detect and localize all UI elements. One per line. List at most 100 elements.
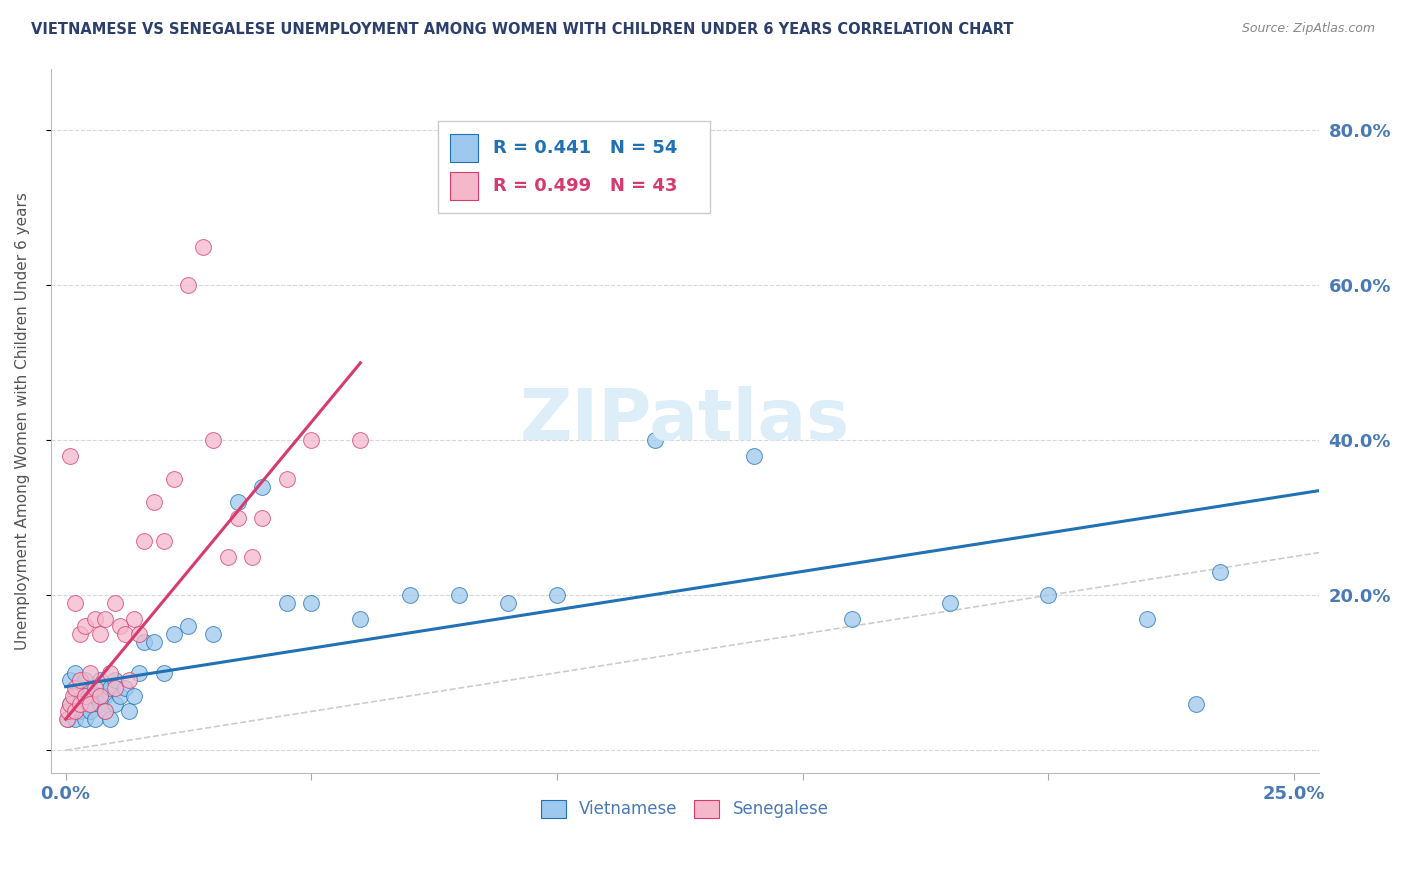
Point — [89, 673, 111, 688]
Point — [62, 705, 84, 719]
Point — [104, 681, 127, 696]
Point — [79, 697, 101, 711]
Point — [79, 665, 101, 680]
Point — [69, 681, 91, 696]
Point — [240, 549, 263, 564]
Point — [89, 689, 111, 703]
Point — [496, 596, 519, 610]
Point — [75, 689, 97, 703]
Point — [65, 681, 87, 696]
Point — [546, 588, 568, 602]
Point — [644, 434, 666, 448]
FancyBboxPatch shape — [437, 121, 710, 213]
Point — [276, 472, 298, 486]
Point — [250, 510, 273, 524]
Point — [94, 705, 117, 719]
Point — [226, 495, 249, 509]
Point — [163, 472, 186, 486]
Point — [742, 449, 765, 463]
Point — [69, 705, 91, 719]
Point — [59, 697, 82, 711]
Point — [163, 627, 186, 641]
Point — [56, 712, 79, 726]
Point — [217, 549, 239, 564]
Point — [841, 611, 863, 625]
Point — [69, 627, 91, 641]
Point — [75, 673, 97, 688]
Point — [1184, 697, 1206, 711]
Point — [94, 689, 117, 703]
Point — [114, 681, 136, 696]
Point — [250, 480, 273, 494]
Point — [104, 697, 127, 711]
Point — [108, 619, 131, 633]
Point — [134, 634, 156, 648]
Point — [104, 596, 127, 610]
Point — [276, 596, 298, 610]
Point — [398, 588, 420, 602]
Point — [118, 673, 141, 688]
Point — [59, 449, 82, 463]
Point — [124, 611, 146, 625]
Point — [1136, 611, 1159, 625]
Point — [75, 689, 97, 703]
Point — [177, 619, 200, 633]
Point — [84, 689, 107, 703]
Point — [98, 712, 121, 726]
Point — [65, 665, 87, 680]
Point — [447, 588, 470, 602]
Point — [94, 611, 117, 625]
Point — [128, 627, 150, 641]
Point — [349, 611, 371, 625]
Point — [201, 627, 224, 641]
Text: R = 0.499   N = 43: R = 0.499 N = 43 — [494, 178, 678, 195]
Point — [75, 712, 97, 726]
Point — [59, 697, 82, 711]
Point — [56, 712, 79, 726]
Point — [65, 705, 87, 719]
Point — [62, 689, 84, 703]
Point — [349, 434, 371, 448]
Point — [134, 534, 156, 549]
Point — [89, 697, 111, 711]
Legend: Vietnamese, Senegalese: Vietnamese, Senegalese — [534, 793, 835, 825]
Point — [65, 712, 87, 726]
Point — [114, 627, 136, 641]
Point — [98, 681, 121, 696]
FancyBboxPatch shape — [450, 172, 478, 201]
Point — [118, 705, 141, 719]
Point — [56, 705, 79, 719]
Point — [98, 665, 121, 680]
Point — [84, 611, 107, 625]
Point — [153, 534, 176, 549]
Point — [89, 627, 111, 641]
Point — [939, 596, 962, 610]
Point — [65, 596, 87, 610]
Text: ZIPatlas: ZIPatlas — [520, 386, 849, 456]
Point — [124, 689, 146, 703]
Point — [193, 240, 215, 254]
Point — [1038, 588, 1060, 602]
Point — [143, 495, 166, 509]
Text: R = 0.441   N = 54: R = 0.441 N = 54 — [494, 139, 678, 157]
Point — [104, 673, 127, 688]
Point — [108, 689, 131, 703]
Point — [299, 596, 322, 610]
Point — [84, 681, 107, 696]
Point — [128, 665, 150, 680]
Y-axis label: Unemployment Among Women with Children Under 6 years: Unemployment Among Women with Children U… — [15, 192, 30, 650]
Point — [177, 278, 200, 293]
Point — [79, 705, 101, 719]
Point — [79, 697, 101, 711]
Point — [1209, 565, 1232, 579]
Point — [201, 434, 224, 448]
Point — [79, 681, 101, 696]
Point — [84, 712, 107, 726]
Point — [69, 673, 91, 688]
Point — [143, 634, 166, 648]
Text: VIETNAMESE VS SENEGALESE UNEMPLOYMENT AMONG WOMEN WITH CHILDREN UNDER 6 YEARS CO: VIETNAMESE VS SENEGALESE UNEMPLOYMENT AM… — [31, 22, 1014, 37]
Point — [299, 434, 322, 448]
Text: Source: ZipAtlas.com: Source: ZipAtlas.com — [1241, 22, 1375, 36]
Point — [94, 705, 117, 719]
Point — [69, 697, 91, 711]
